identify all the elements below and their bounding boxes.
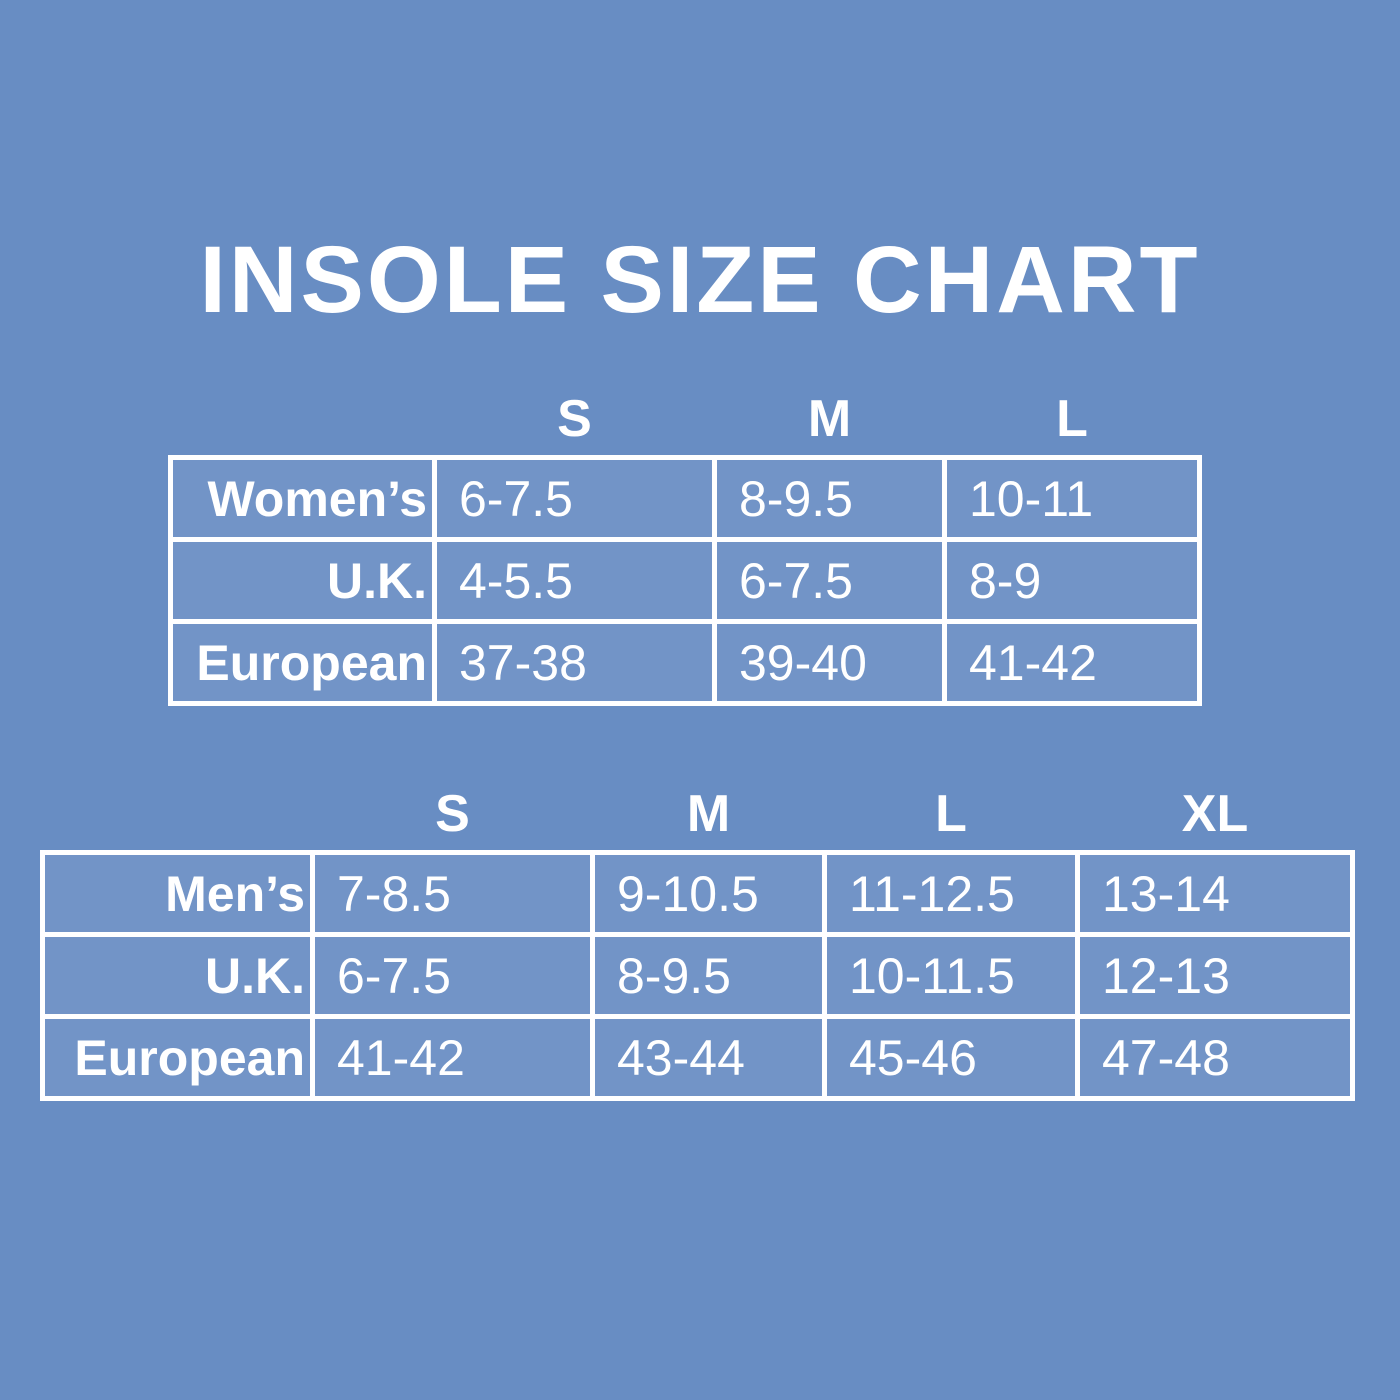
mens-size-header-row: S M L XL bbox=[40, 783, 1355, 845]
mens-eu-l-value: 45-46 bbox=[827, 1019, 1075, 1096]
womens-row-label: Women’s bbox=[173, 460, 432, 537]
womens-m-value: 8-9.5 bbox=[717, 460, 942, 537]
mens-uk-row-label: U.K. bbox=[45, 937, 310, 1014]
mens-eu-row-label: European bbox=[45, 1019, 310, 1096]
mens-s-value: 7-8.5 bbox=[315, 855, 590, 932]
page-title: INSOLE SIZE CHART bbox=[199, 227, 1201, 333]
mens-header-m: M bbox=[686, 785, 731, 843]
womens-uk-s-value: 4-5.5 bbox=[437, 542, 712, 619]
womens-l-value: 10-11 bbox=[947, 460, 1197, 537]
womens-size-table: Women’s 6-7.5 8-9.5 10-11 U.K. 4-5.5 6-7… bbox=[168, 455, 1202, 706]
mens-row-label: Men’s bbox=[45, 855, 310, 932]
mens-l-value: 11-12.5 bbox=[827, 855, 1075, 932]
mens-uk-xl-value: 12-13 bbox=[1080, 937, 1350, 1014]
mens-header-l: L bbox=[935, 785, 967, 843]
mens-m-value: 9-10.5 bbox=[595, 855, 822, 932]
mens-header-s: S bbox=[435, 785, 470, 843]
mens-size-table: Men’s 7-8.5 9-10.5 11-12.5 13-14 U.K. 6-… bbox=[40, 850, 1355, 1101]
womens-header-s: S bbox=[557, 390, 592, 448]
mens-header-xl: XL bbox=[1181, 785, 1249, 843]
womens-uk-m-value: 6-7.5 bbox=[717, 542, 942, 619]
womens-size-chart: S M L Women’s 6-7.5 8-9.5 10-11 U.K. 4-5… bbox=[168, 388, 1202, 706]
womens-uk-row-label: U.K. bbox=[173, 542, 432, 619]
mens-eu-xl-value: 47-48 bbox=[1080, 1019, 1350, 1096]
womens-eu-s-value: 37-38 bbox=[437, 624, 712, 701]
mens-xl-value: 13-14 bbox=[1080, 855, 1350, 932]
womens-eu-row-label: European bbox=[173, 624, 432, 701]
womens-header-m: M bbox=[807, 390, 852, 448]
mens-uk-l-value: 10-11.5 bbox=[827, 937, 1075, 1014]
womens-eu-m-value: 39-40 bbox=[717, 624, 942, 701]
womens-uk-l-value: 8-9 bbox=[947, 542, 1197, 619]
womens-eu-l-value: 41-42 bbox=[947, 624, 1197, 701]
mens-eu-m-value: 43-44 bbox=[595, 1019, 822, 1096]
womens-header-l: L bbox=[1056, 390, 1088, 448]
mens-uk-s-value: 6-7.5 bbox=[315, 937, 590, 1014]
mens-size-chart: S M L XL Men’s 7-8.5 9-10.5 11-12.5 13-1… bbox=[40, 783, 1355, 1101]
mens-eu-s-value: 41-42 bbox=[315, 1019, 590, 1096]
mens-uk-m-value: 8-9.5 bbox=[595, 937, 822, 1014]
womens-s-value: 6-7.5 bbox=[437, 460, 712, 537]
womens-size-header-row: S M L bbox=[168, 388, 1202, 450]
